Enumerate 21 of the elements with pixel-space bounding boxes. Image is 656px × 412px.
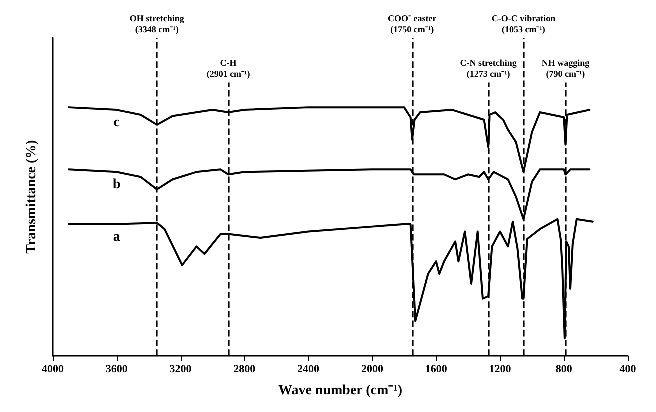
x-tick-label: 3200 (170, 364, 192, 376)
ref-line-label: NH wagging (790 cm⁻¹) (542, 58, 590, 80)
x-tick-label: 4000 (42, 364, 64, 376)
ref-line-label: COO⁻ easter (1750 cm⁻¹) (388, 14, 437, 34)
series-label: b (112, 178, 121, 193)
x-tick-label: 1200 (489, 364, 512, 376)
x-axis-title: Wave number (cm⁻¹) (278, 384, 403, 398)
ref-line-label: C-O-C vibration (1053 cm⁻¹) (492, 14, 556, 34)
series-label: c (114, 116, 120, 131)
series-label: a (113, 230, 120, 245)
x-tick-label: 2800 (234, 364, 256, 376)
ref-line-label: OH stretching (3348 cm⁻¹) (130, 14, 185, 34)
ref-line-label: C-H (2901 cm⁻¹) (206, 58, 250, 80)
y-axis-title: Transmittance (%) (24, 140, 40, 254)
x-tick-label: 1600 (425, 364, 448, 376)
x-tick-label: 2400 (298, 364, 320, 376)
x-tick-label: 2000 (361, 364, 384, 376)
ref-line-label: C-N stretching (1273 cm⁻¹) (460, 58, 518, 80)
x-tick-label: 3600 (106, 364, 128, 376)
x-tick-label: 400 (620, 364, 637, 376)
x-tick-label: 800 (556, 364, 573, 376)
